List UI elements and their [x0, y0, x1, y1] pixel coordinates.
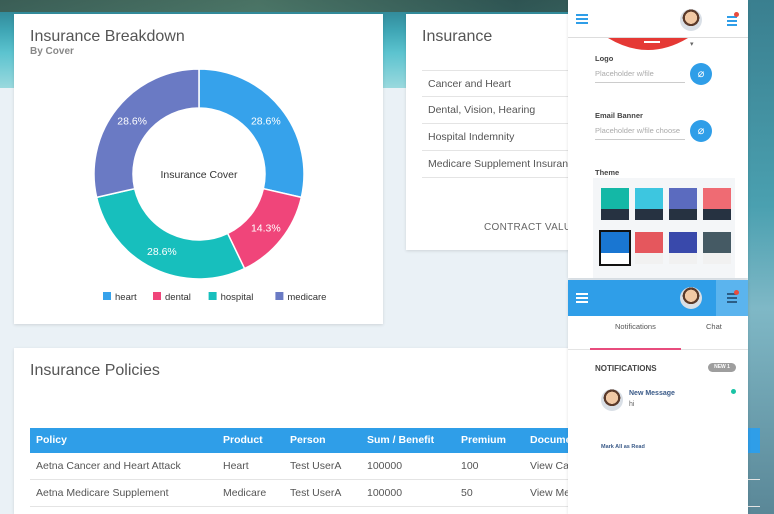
- slice-label-medicare: 28.6%: [117, 116, 147, 128]
- legend-swatch-hospital: [208, 292, 217, 300]
- column-header: Product: [223, 434, 263, 446]
- theme-swatch[interactable]: [601, 188, 629, 220]
- cell-document-link[interactable]: View Ca: [530, 460, 569, 472]
- theme-swatch[interactable]: [599, 230, 631, 266]
- settings-topbar: [568, 0, 748, 38]
- tab-chat[interactable]: Chat: [706, 322, 722, 331]
- cell-product: Heart: [223, 460, 249, 472]
- insurance-item[interactable]: Medicare Supplement Insurance: [422, 151, 606, 178]
- legend-label-dental[interactable]: dental: [165, 292, 191, 303]
- new-badge: NEW 1: [708, 363, 736, 372]
- notifications-heading: NOTIFICATIONS: [595, 364, 657, 373]
- theme-swatch[interactable]: [635, 188, 663, 220]
- avatar[interactable]: [680, 287, 702, 309]
- email-banner-label: Email Banner: [595, 111, 643, 120]
- slice-label-dental: 14.3%: [251, 222, 281, 234]
- settings-panel: ▾ Logo Placeholder w/file ⌀ Email Banner…: [568, 0, 748, 278]
- column-header: Sum / Benefit: [367, 434, 435, 446]
- breakdown-subtitle: By Cover: [30, 46, 74, 57]
- table-row[interactable]: Aetna Cancer and Heart Attack Heart Test…: [30, 453, 760, 480]
- cell-premium: 100: [461, 460, 479, 472]
- notification-dot: [734, 12, 739, 17]
- cell-product: Medicare: [223, 487, 267, 499]
- email-banner-file-input[interactable]: Placeholder w/file choose: [595, 126, 685, 140]
- avatar: [601, 389, 623, 411]
- cell-person: Test UserA: [290, 460, 342, 472]
- theme-swatch[interactable]: [703, 232, 731, 264]
- insurance-title: Insurance: [422, 28, 493, 45]
- cell-document-link[interactable]: View Me: [530, 487, 571, 499]
- notifications-topbar: [568, 280, 748, 316]
- notification-dot: [734, 290, 739, 295]
- notifications-icon: [727, 293, 737, 303]
- theme-swatch[interactable]: [669, 188, 697, 220]
- cell-sum: 100000: [367, 460, 403, 472]
- theme-swatch[interactable]: [703, 188, 731, 220]
- pie-slice-heart[interactable]: [198, 68, 305, 199]
- pie-slice-hospital[interactable]: [95, 187, 246, 280]
- breakdown-title: Insurance Breakdown: [30, 28, 185, 45]
- notification-title: New Message: [629, 390, 675, 397]
- column-header: Docume: [530, 434, 572, 446]
- legend-label-heart[interactable]: heart: [115, 292, 137, 303]
- mark-all-read-link[interactable]: Mark All as Read: [601, 444, 645, 450]
- chevron-down-icon[interactable]: ▾: [690, 41, 694, 48]
- legend-swatch-heart: [103, 292, 111, 300]
- insurance-policies-card: Insurance Policies Policy Product Person…: [14, 348, 760, 514]
- logo-label: Logo: [595, 54, 614, 63]
- insurance-item[interactable]: Hospital Indemnity: [422, 124, 606, 151]
- policies-title: Insurance Policies: [30, 362, 160, 379]
- notification-body: hi: [629, 401, 635, 408]
- cell-sum: 100000: [367, 487, 403, 499]
- slice-label-heart: 28.6%: [251, 116, 281, 128]
- theme-swatch[interactable]: [635, 232, 663, 264]
- menu-icon[interactable]: [576, 293, 588, 303]
- theme-picker: [593, 178, 735, 278]
- column-header: Person: [290, 434, 326, 446]
- theme-swatch[interactable]: [669, 232, 697, 264]
- legend-label-medicare[interactable]: medicare: [287, 292, 326, 303]
- donut-chart: 28.6% 14.3% 28.6% 28.6% Insurance Cover heart…: [93, 68, 326, 303]
- cell-person: Test UserA: [290, 487, 342, 499]
- legend-swatch-medicare: [275, 292, 284, 300]
- notification-item[interactable]: New Message hi: [595, 384, 745, 424]
- unread-dot: [731, 389, 736, 394]
- insurance-breakdown-card: Insurance Breakdown By Cover 28.6% 14.3% 2…: [14, 14, 383, 324]
- legend-swatch-dental: [153, 292, 161, 300]
- legend-label-hospital[interactable]: hospital: [221, 292, 254, 303]
- insurance-item[interactable]: Dental, Vision, Hearing: [422, 97, 606, 124]
- table-row[interactable]: Aetna Medicare Supplement Medicare Test …: [30, 480, 760, 507]
- active-tab-indicator: [590, 348, 681, 350]
- logo-file-input[interactable]: Placeholder w/file: [595, 69, 685, 83]
- cell-premium: 50: [461, 487, 473, 499]
- column-header: Policy: [36, 434, 67, 446]
- cell-policy: Aetna Cancer and Heart Attack: [36, 460, 181, 472]
- attach-icon[interactable]: ⌀: [690, 120, 712, 142]
- notifications-panel: Notifications Chat NOTIFICATIONS NEW 1 N…: [568, 280, 748, 514]
- tab-notifications[interactable]: Notifications: [615, 322, 656, 331]
- attach-icon[interactable]: ⌀: [690, 63, 712, 85]
- logo-preview-image: [608, 38, 688, 50]
- insurance-item[interactable]: Cancer and Heart: [422, 70, 606, 97]
- menu-icon[interactable]: [576, 14, 588, 24]
- avatar[interactable]: [680, 9, 702, 31]
- slice-label-hospital: 28.6%: [147, 246, 177, 258]
- donut-center-label: Insurance Cover: [160, 169, 238, 181]
- contract-value-label: CONTRACT VALUE: [484, 222, 579, 233]
- cell-policy: Aetna Medicare Supplement: [36, 487, 169, 499]
- theme-label: Theme: [595, 168, 620, 177]
- column-header: Premium: [461, 434, 506, 446]
- pie-slice-medicare[interactable]: [93, 68, 200, 199]
- notifications-button[interactable]: [716, 280, 748, 316]
